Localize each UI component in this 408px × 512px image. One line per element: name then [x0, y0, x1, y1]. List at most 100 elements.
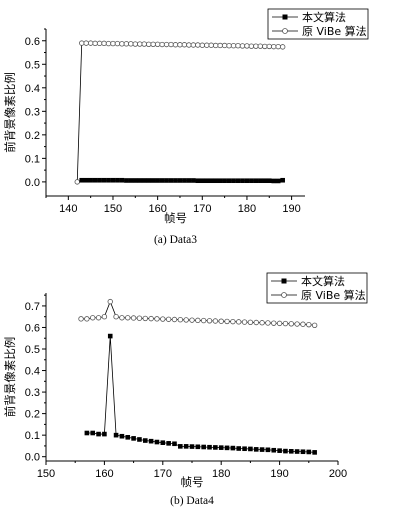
y-tick-label: 0.4 [25, 366, 40, 378]
chart-caption: (b) Data4 [170, 495, 214, 507]
legend-box [266, 272, 368, 304]
data-point-square [102, 431, 107, 437]
data-point-circle [119, 315, 125, 321]
data-point-square [271, 178, 277, 184]
data-point-circle [146, 41, 152, 47]
x-tick-label: 200 [329, 468, 347, 480]
data-point-square [142, 438, 148, 443]
data-point-circle [154, 316, 160, 322]
data-point-square [201, 444, 206, 450]
data-point-square [160, 440, 166, 445]
data-point-square [79, 177, 85, 183]
data-point-circle [221, 42, 228, 49]
data-point-circle [150, 41, 156, 47]
data-point-square [150, 178, 156, 183]
data-point-square [128, 178, 134, 183]
data-point-circle [114, 40, 121, 47]
data-point-circle [294, 321, 300, 327]
x-tick-label: 160 [95, 468, 113, 480]
data-point-square [312, 450, 317, 455]
data-point-circle [137, 41, 143, 47]
data-point-circle [84, 316, 90, 322]
data-point-square [137, 437, 142, 442]
legend-label: 原 ViBe 算法 [301, 288, 366, 302]
data-point-circle [279, 44, 286, 50]
data-point-square [83, 177, 89, 183]
data-point-circle [212, 42, 219, 49]
x-tick-label: 150 [104, 203, 122, 215]
data-point-circle [230, 43, 237, 49]
y-tick-label: 0.5 [25, 59, 40, 71]
data-point-square [88, 177, 93, 183]
data-point-circle [244, 43, 250, 49]
data-point-square [207, 444, 212, 450]
data-point-circle [218, 318, 224, 324]
data-point-square [119, 177, 125, 183]
data-point-square [306, 449, 312, 455]
y-tick-label: 0.2 [25, 130, 40, 142]
data-point-circle [208, 42, 214, 48]
data-point-circle [217, 42, 223, 49]
x-tick-label: 160 [148, 203, 166, 215]
series-line [76, 42, 283, 182]
data-point-square [133, 178, 138, 183]
data-point-circle [230, 318, 236, 325]
data-point-circle [247, 319, 254, 325]
data-point-square [294, 449, 300, 454]
x-tick-label: 140 [59, 203, 77, 215]
data-point-circle [95, 315, 102, 321]
data-point-circle [189, 317, 195, 323]
data-point-square [248, 446, 253, 452]
data-point-square [168, 178, 174, 183]
data-point-square [288, 449, 294, 454]
data-point-circle [165, 316, 172, 322]
data-point-circle [136, 315, 143, 321]
data-point-square [224, 445, 230, 451]
data-point-circle [168, 41, 174, 48]
y-tick-label: 0.1 [25, 430, 40, 442]
data-point-circle [186, 42, 192, 48]
data-point-square [166, 441, 171, 446]
data-point-square [191, 178, 196, 183]
data-point-square [226, 178, 232, 184]
data-point-circle [306, 321, 312, 328]
data-point-circle [125, 315, 131, 321]
data-point-square [159, 178, 165, 183]
data-point-square [178, 444, 183, 449]
data-point-square [115, 177, 120, 183]
data-point-square [195, 444, 201, 450]
data-point-circle [101, 40, 107, 47]
data-point-circle [159, 41, 165, 48]
data-point-square [283, 448, 288, 454]
data-point-circle [253, 319, 259, 326]
data-point-circle [248, 43, 255, 49]
data-point-square [231, 178, 236, 184]
data-point-circle [276, 320, 283, 327]
data-point-square [90, 430, 96, 436]
data-point-circle [271, 320, 277, 326]
x-tick-label: 190 [282, 203, 300, 215]
data-point-circle [163, 41, 170, 48]
data-point-square [275, 178, 281, 184]
data-point-square [208, 178, 214, 184]
data-point-square [137, 178, 143, 183]
data-point-circle [92, 40, 98, 47]
data-point-circle [241, 319, 248, 325]
legend-marker-circle [281, 292, 287, 298]
data-point-circle [101, 313, 108, 320]
x-tick-label: 150 [37, 468, 55, 480]
data-point-circle [105, 40, 112, 47]
data-point-circle [148, 315, 154, 322]
data-point-circle [265, 320, 271, 326]
data-point-square [141, 178, 147, 183]
y-tick-label: 0.3 [25, 387, 40, 399]
legend-label: 本文算法 [301, 274, 345, 288]
legend-marker-square [281, 278, 287, 284]
data-point-square [213, 178, 218, 184]
data-point-square [107, 333, 113, 339]
data-point-square [240, 178, 245, 184]
data-point-circle [226, 43, 232, 49]
data-point-square [183, 444, 189, 449]
y-tick-label: 0.6 [25, 36, 40, 48]
data-point-square [266, 178, 272, 184]
